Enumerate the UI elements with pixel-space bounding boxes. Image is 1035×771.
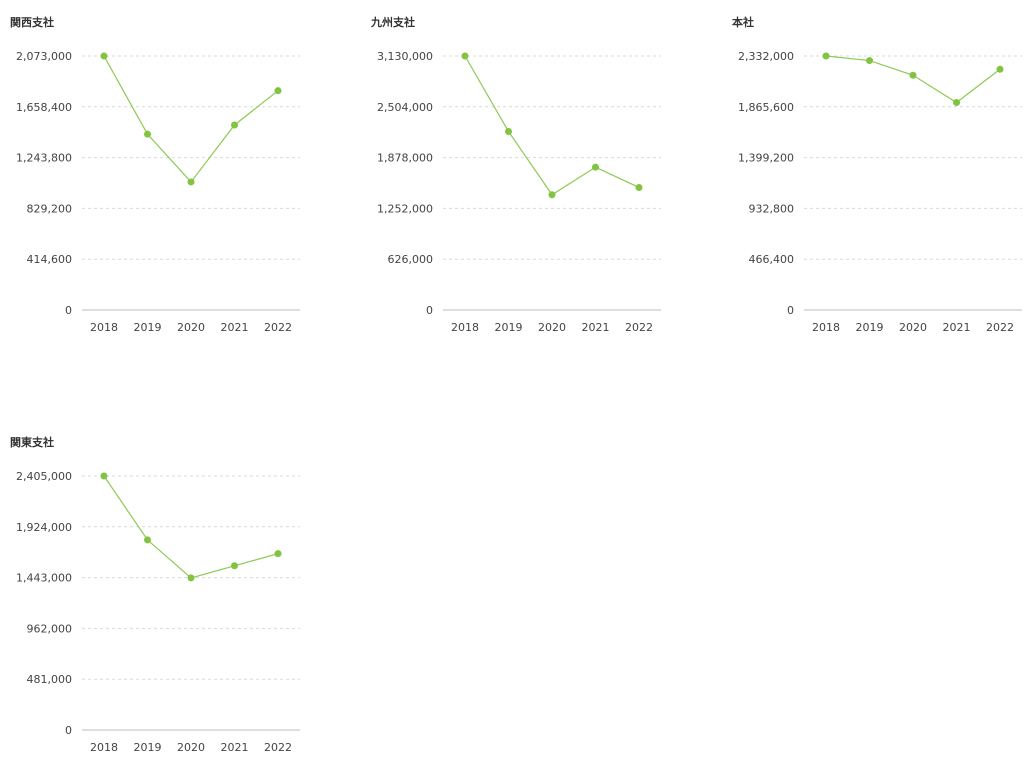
y-tick-label: 1,924,000: [16, 521, 72, 534]
line-chart: 0 466,400 932,800 1,399,200 1,865,600 2,332,0…: [738, 50, 1022, 334]
y-tick-label: 0: [65, 304, 72, 317]
y-tick-label: 0: [787, 304, 794, 317]
data-point: [144, 130, 151, 138]
chart-panel-kanto: 関東支社 0 481,000 962,000 1,443,000 1,924,000 2,…: [0, 420, 320, 770]
data-point: [996, 65, 1004, 73]
series-line: [825, 55, 1001, 104]
data-point: [592, 163, 599, 171]
y-tick-label: 2,504,000: [377, 101, 433, 114]
y-tick-label: 1,878,000: [377, 152, 433, 165]
x-tick-label: 2021: [221, 741, 249, 754]
x-tick-label: 2020: [538, 321, 566, 334]
x-tick-label: 2020: [899, 321, 927, 334]
x-tick-label: 2018: [812, 321, 840, 334]
y-tick-label: 1,252,000: [377, 202, 433, 215]
y-tick-label: 481,000: [27, 673, 73, 686]
data-point: [822, 52, 830, 60]
y-tick-label: 414,600: [27, 253, 73, 266]
data-point: [909, 71, 917, 79]
y-tick-label: 1,399,200: [738, 152, 794, 165]
chart-panel-kyushu: 九州支社 0 626,000 1,252,000 1,878,000 2,504,000…: [361, 0, 681, 350]
y-tick-label: 2,073,000: [16, 50, 72, 63]
series-line: [464, 55, 640, 196]
x-tick-label: 2019: [134, 741, 162, 754]
y-tick-label: 2,332,000: [738, 50, 794, 63]
x-tick-label: 2020: [177, 321, 205, 334]
y-tick-label: 932,800: [749, 202, 795, 215]
x-tick-label: 2021: [943, 321, 971, 334]
data-point: [548, 191, 556, 199]
y-tick-label: 1,443,000: [16, 572, 72, 585]
data-point: [100, 52, 108, 60]
data-point: [866, 57, 873, 65]
y-tick-label: 626,000: [388, 253, 434, 266]
y-tick-label: 1,243,800: [16, 152, 72, 165]
chart-title: 関東支社: [10, 436, 54, 449]
x-tick-label: 2019: [495, 321, 523, 334]
x-tick-label: 2022: [264, 741, 292, 754]
y-tick-label: 466,400: [749, 253, 795, 266]
data-point: [635, 183, 643, 191]
x-tick-label: 2021: [582, 321, 610, 334]
y-tick-label: 1,658,400: [16, 101, 72, 114]
y-tick-label: 962,000: [27, 622, 73, 635]
x-tick-label: 2021: [221, 321, 249, 334]
y-tick-label: 829,200: [27, 202, 73, 215]
series-line: [103, 55, 279, 183]
data-point: [274, 550, 282, 558]
x-tick-label: 2018: [451, 321, 479, 334]
x-tick-label: 2018: [90, 321, 118, 334]
data-point: [187, 574, 195, 582]
x-tick-label: 2019: [134, 321, 162, 334]
y-tick-label: 2,405,000: [16, 470, 72, 483]
x-tick-label: 2018: [90, 741, 118, 754]
data-point: [505, 127, 512, 135]
y-tick-label: 0: [65, 724, 72, 737]
line-chart: 0 414,600 829,200 1,243,800 1,658,400 2,073,0…: [16, 50, 300, 334]
chart-panel-honsha: 本社 0 466,400 932,800 1,399,200 1,865,600 2,33…: [722, 0, 1035, 350]
x-tick-label: 2022: [986, 321, 1014, 334]
data-point: [100, 472, 108, 480]
x-tick-label: 2020: [177, 741, 205, 754]
line-chart: 0 481,000 962,000 1,443,000 1,924,000 2,405,0…: [16, 470, 300, 754]
y-tick-label: 3,130,000: [377, 50, 433, 63]
line-chart: 0 626,000 1,252,000 1,878,000 2,504,000 3,130…: [377, 50, 661, 334]
chart-title: 本社: [732, 16, 754, 29]
data-point: [461, 52, 469, 60]
chart-title: 九州支社: [371, 16, 415, 29]
chart-title: 関西支社: [10, 16, 54, 29]
data-point: [953, 99, 960, 107]
data-point: [144, 536, 151, 544]
x-tick-label: 2022: [264, 321, 292, 334]
y-tick-label: 0: [426, 304, 433, 317]
y-tick-label: 1,865,600: [738, 101, 794, 114]
data-point: [231, 562, 238, 570]
x-tick-label: 2022: [625, 321, 653, 334]
x-tick-label: 2019: [856, 321, 884, 334]
data-point: [231, 121, 238, 129]
data-point: [274, 87, 282, 95]
chart-panel-kansai: 関西支社 0 414,600 829,200 1,243,800 1,658,400 2,…: [0, 0, 320, 350]
data-point: [187, 178, 195, 186]
